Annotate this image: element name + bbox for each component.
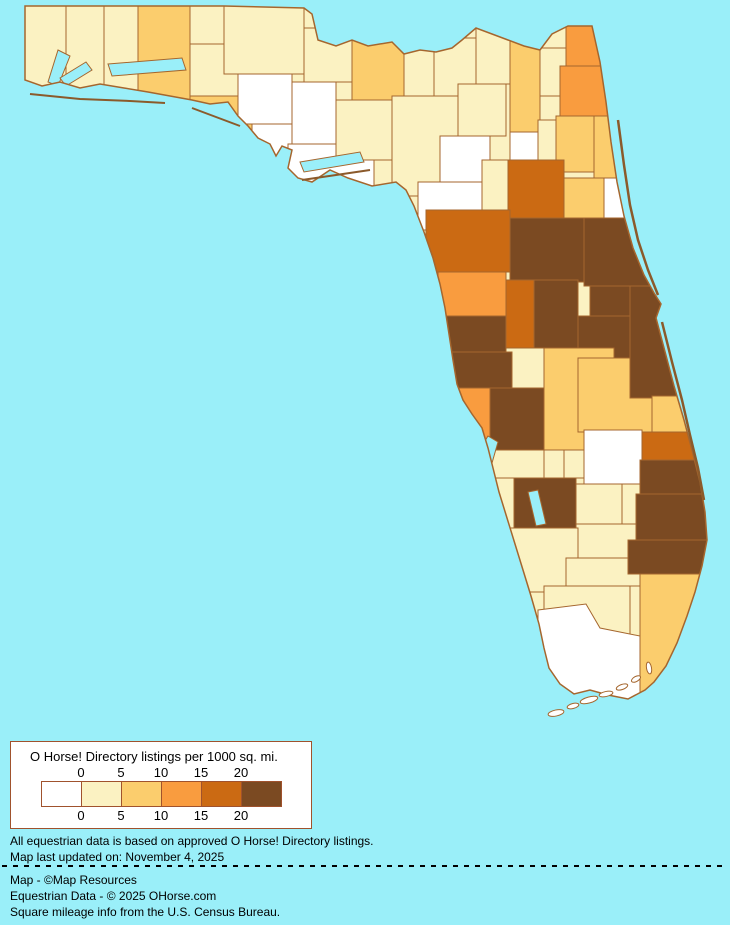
legend-ramp [41,781,282,807]
county-levy [425,209,511,273]
credits: Map - ©Map Resources Equestrian Data - ©… [10,872,280,920]
county-sumter [505,279,535,349]
legend-swatch-0 [41,781,82,807]
county-flagler [603,177,647,219]
legend-swatch-3 [161,781,202,807]
county-marion [509,217,585,283]
credit-map: Map - ©Map Resources [10,873,137,887]
key-island [566,702,580,710]
county-union [509,131,539,161]
county-liberty [291,81,337,145]
county-manatee [465,449,545,479]
county-lake [533,279,579,349]
county-hardee [543,449,565,479]
legend-tick-label: 20 [233,808,249,823]
county-palm-beach [635,493,707,541]
county-okaloosa [103,6,139,95]
county-walton [137,6,191,105]
legend-tick-label: 10 [153,765,169,780]
county-suwannee [457,83,507,137]
legend-tick-label: 5 [117,808,125,823]
gulf-barrier-islands [29,93,371,181]
county-st-lucie [641,431,707,461]
county-calhoun [237,73,293,125]
county-putnam [563,177,605,223]
apalachicola-sound [299,151,365,173]
county-holmes [189,6,225,45]
footnotes: All equestrian data is based on approved… [10,833,374,865]
atlantic-barrier-islands [616,119,706,501]
legend-tick-label: 10 [153,808,169,823]
legend-swatch-2 [121,781,162,807]
legend-swatch-5 [241,781,282,807]
county-gadsden [303,27,353,83]
legend-tick-label: 0 [77,765,85,780]
footnote-data-source: All equestrian data is based on approved… [10,834,374,848]
key-island [615,683,629,691]
credit-census: Square mileage info from the U.S. Census… [10,905,281,919]
legend-tick-label: 0 [77,808,85,823]
charlotte-harbor [527,489,547,527]
county-leon [351,29,405,101]
legend-box: O Horse! Directory listings per 1000 sq.… [10,741,312,829]
county-highlands [575,483,623,525]
key-island [547,709,565,717]
county-hillsborough [489,387,545,457]
florida-keys [547,661,653,717]
county-wakulla [335,99,399,161]
legend-ticks-top: 0 5 10 15 20 [41,764,282,781]
county-brevard [629,285,701,399]
county-miami-dade [639,573,707,699]
county-citrus [437,271,507,317]
footnote-last-updated: Map last updated on: November 4, 2025 [10,850,225,864]
legend-tick-label: 5 [117,765,125,780]
state-outline [24,5,708,700]
county-sarasota [465,477,515,535]
dashed-divider [2,865,728,867]
legend-tick-label: 20 [233,765,249,780]
county-hernando [437,315,507,353]
county-desoto [563,449,585,479]
credit-equestrian-data: Equestrian Data - © 2025 OHorse.com [10,889,217,903]
county-broward [627,539,707,575]
county-indian-river [651,395,707,433]
legend-ticks-bottom: 0 5 10 15 20 [41,807,282,824]
county-layer [25,6,707,699]
county-volusia [583,217,667,287]
key-island [630,675,642,683]
county-okeechobee [583,429,643,485]
legend-swatch-1 [81,781,122,807]
county-nassau [565,19,625,67]
legend-tick-label: 15 [193,808,209,823]
legend-tick-label: 15 [193,765,209,780]
legend-swatch-4 [201,781,242,807]
key-island [579,695,599,705]
county-columbia [509,35,541,133]
legend-title: O Horse! Directory listings per 1000 sq.… [30,749,278,764]
county-gilchrist [481,159,509,211]
key-island [598,690,614,698]
county-duval [559,65,633,117]
county-jackson [223,6,305,75]
key-biscayne [645,661,653,675]
county-alachua [507,159,565,219]
county-hamilton [475,27,511,85]
choctawhatchee-bay [107,57,187,77]
